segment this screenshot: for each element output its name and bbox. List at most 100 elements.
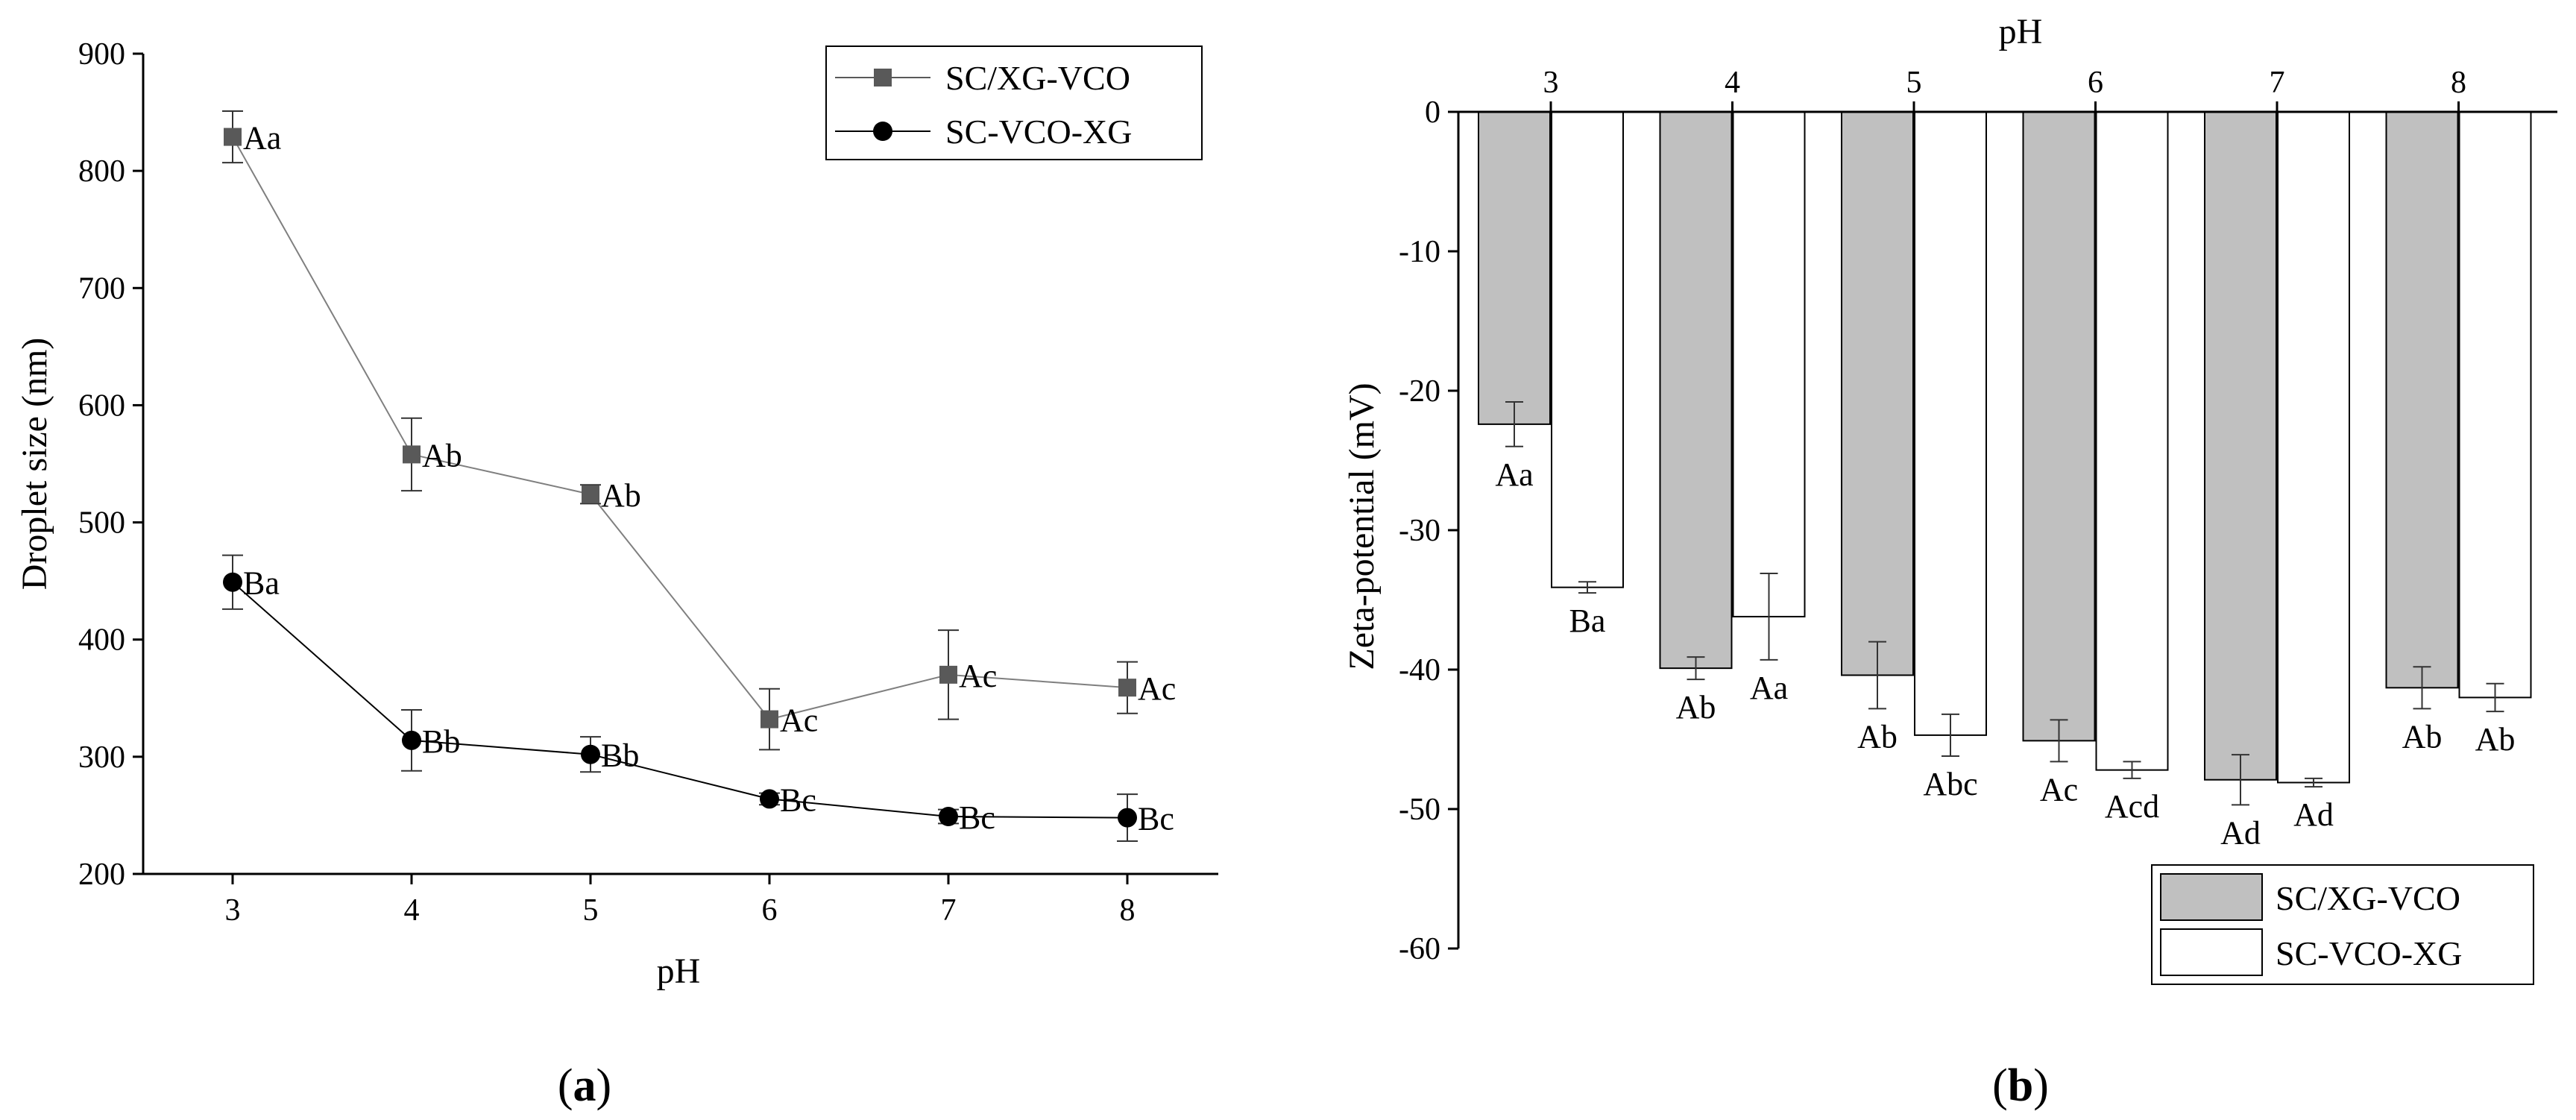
chart-b-bar: [1659, 111, 1733, 670]
chart-a-x-ticks: 3 4 5 6 7 8: [225, 874, 1136, 928]
chart-a-x-tick-label: 4: [404, 893, 420, 928]
chart-b-y-tick-label: -50: [1399, 793, 1440, 827]
chart-a-data-label: Bb: [601, 737, 639, 774]
chart-b-data-label: Ab: [1676, 689, 1716, 726]
chart-b-data-label: Ab: [2475, 721, 2516, 758]
chart-a-y-tick-label: 900: [78, 37, 125, 72]
chart-a-y-tick-label: 600: [78, 388, 125, 423]
chart-b-x-tick-label: 8: [2451, 66, 2466, 100]
chart-b-data-label: Aa: [1750, 670, 1788, 706]
chart-b-legend-label-2: SC-VCO-XG: [2276, 934, 2462, 972]
chart-b-panel-label: (b): [1992, 1060, 2049, 1111]
chart-b-data-label: Ac: [2040, 771, 2078, 808]
chart-b-data-label: Ab: [2402, 718, 2443, 755]
chart-b-bar: [2458, 111, 2532, 699]
chart-a-series-line: [232, 581, 1128, 819]
chart-b-data-label: Acd: [2105, 788, 2159, 825]
chart-b-data-label: Ad: [2293, 796, 2334, 833]
chart-b-x-tick-label: 5: [1906, 66, 1922, 100]
chart-b-legend-label-1: SC/XG-VCO: [2276, 879, 2460, 917]
chart-b-bar: [1478, 111, 1551, 425]
chart-b-axes: [1457, 110, 2557, 948]
chart-b-y-tick-label: -30: [1399, 514, 1440, 548]
chart-b-y-axis-title: Zeta-potential (mV): [1342, 383, 1382, 670]
chart-a-panel-letter: a: [573, 1060, 596, 1111]
chart-a-x-axis-title: pH: [657, 951, 701, 991]
chart-a-x-tick-label: 7: [941, 893, 957, 928]
chart-a-y-tick-label: 700: [78, 271, 125, 306]
chart-a-data-label: Ab: [601, 477, 641, 514]
chart-b-bar: [2277, 111, 2350, 784]
chart-b-legend-swatch-2: [2160, 928, 2263, 976]
chart-a-panel-label: (a): [558, 1060, 611, 1111]
chart-a-point: [582, 485, 599, 503]
chart-a-legend: SC/XG-VCO SC-VCO-XG: [825, 45, 1203, 160]
chart-b: Aa Ba Ab Aa Ab Abc Ac Acd Ad Ad Ab Ab 0 -10 -20 -30 -40…: [1342, 12, 2557, 1111]
chart-a-data-label: Ab: [422, 437, 462, 474]
chart-a-legend-box: [825, 45, 1203, 160]
chart-b-bar: [1914, 111, 1987, 736]
chart-a-y-tick-label: 800: [78, 154, 125, 189]
chart-a-data-label: Bc: [780, 781, 816, 818]
chart-a-point: [581, 744, 600, 764]
chart-b-data-label: Abc: [1923, 766, 1977, 802]
chart-b-panel-letter: b: [2008, 1060, 2033, 1111]
chart-a-data-label: Bc: [959, 799, 995, 836]
chart-b-x-tick-label: 6: [2088, 66, 2103, 100]
chart-a-point: [223, 572, 242, 592]
chart-a-y-axis-title: Droplet size (nm): [15, 338, 54, 591]
chart-a-data-label: Ac: [959, 658, 997, 694]
chart-a-point: [403, 445, 421, 464]
chart-a-data-label: Bb: [422, 723, 460, 760]
chart-b-y-tick-label: 0: [1425, 95, 1440, 130]
chart-a-point: [760, 710, 778, 729]
chart-b-data-label: Ba: [1569, 603, 1606, 639]
chart-b-data-label: Ad: [2220, 814, 2261, 851]
chart-b-bar: [2095, 111, 2169, 771]
chart-a-legend-label-1: SC/XG-VCO: [945, 59, 1130, 97]
chart-b-bars: Aa Ba Ab Aa Ab Abc Ac Acd Ad Ad Ab Ab: [1478, 111, 2532, 851]
chart-a-series-line: [232, 136, 1128, 720]
chart-a-legend-marker-2: [873, 122, 892, 141]
chart-b-bar: [2204, 111, 2277, 781]
chart-b-x-tick-label: 3: [1543, 66, 1559, 100]
chart-b-data-label: Ab: [1857, 718, 1898, 755]
chart-a-series: Aa Ab Ab Ac Ac Ac Ba Bb Bb Bc Bc Bc: [222, 110, 1176, 842]
chart-a-point: [939, 665, 957, 684]
chart-a-point: [224, 128, 242, 146]
chart-b-data-label: Aa: [1495, 456, 1533, 493]
chart-b-y-tick-label: -60: [1399, 932, 1440, 966]
chart-b-y-tick-label: -10: [1399, 235, 1440, 269]
chart-b-x-axis-title: pH: [1999, 12, 2043, 51]
chart-a-point: [939, 807, 958, 826]
chart-a-point: [760, 789, 779, 809]
chart-a-y-tick-label: 500: [78, 506, 125, 541]
chart-a-point: [1118, 808, 1137, 828]
chart-a-data-label: Ac: [780, 702, 818, 739]
chart-a-y-tick-label: 400: [78, 623, 125, 658]
chart-b-y-tick-label: -20: [1399, 374, 1440, 409]
chart-a-legend-marker-1: [874, 69, 892, 86]
chart-a-point: [402, 730, 421, 750]
chart-b-legend: SC/XG-VCO SC-VCO-XG: [2151, 864, 2534, 985]
chart-a-data-label: Aa: [243, 120, 281, 157]
chart-b-bar: [1841, 111, 1914, 676]
chart-a-x-tick-label: 5: [583, 893, 599, 928]
chart-a-legend-label-2: SC-VCO-XG: [945, 113, 1132, 151]
chart-b-bar: [1551, 111, 1624, 588]
chart-b-bar: [1732, 111, 1806, 617]
chart-a-y-tick-label: 300: [78, 740, 125, 775]
chart-a-point: [1118, 679, 1136, 697]
chart-b-y-tick-label: -40: [1399, 653, 1440, 688]
chart-b-x-tick-label: 4: [1725, 66, 1740, 100]
chart-b-x-tick-label: 7: [2270, 66, 2285, 100]
chart-a: 200 300 400 500 600 700 800 900 3 4 5 6 7 8 Aa Ab Ab Ac…: [15, 37, 1218, 1111]
chart-a-y-ticks: 200 300 400 500 600 700 800 900: [78, 37, 143, 892]
chart-a-data-label: Ac: [1138, 670, 1176, 707]
chart-a-y-tick-label: 200: [78, 858, 125, 892]
chart-a-axes: [142, 54, 1218, 875]
chart-b-legend-swatch-1: [2160, 873, 2263, 921]
chart-b-bar: [2385, 111, 2459, 689]
chart-b-x-ticks: 3 4 5 6 7 8: [1543, 66, 2466, 112]
